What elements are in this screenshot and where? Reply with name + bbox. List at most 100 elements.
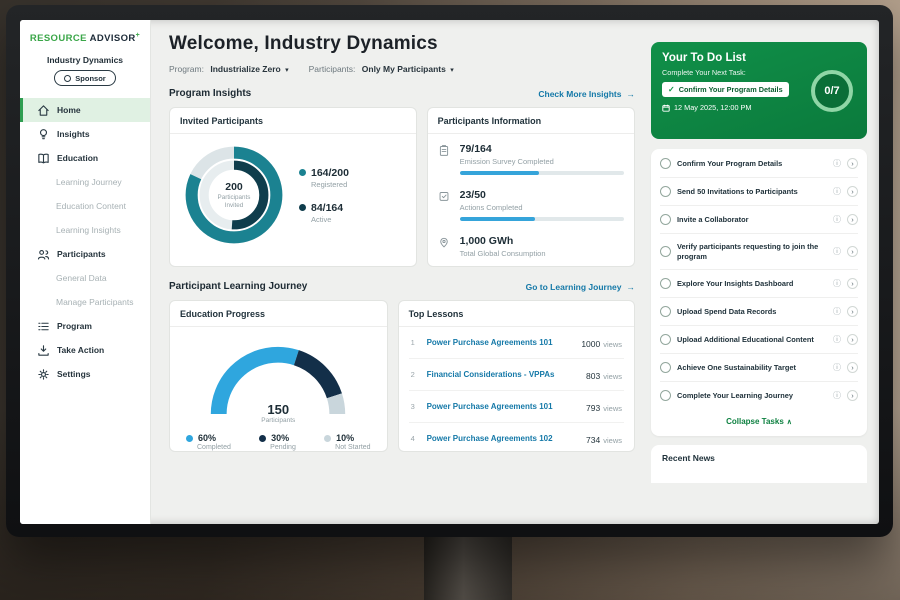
- task-checkbox[interactable]: [660, 362, 671, 374]
- sidebar-item-program[interactable]: Program: [20, 314, 150, 338]
- sidebar-item-label: Manage Participants: [56, 297, 134, 308]
- sidebar-item-label: Learning Insights: [56, 225, 121, 236]
- info-icon[interactable]: ⓘ: [833, 363, 841, 373]
- sidebar-item-label: Settings: [57, 369, 91, 380]
- chevron-right-icon[interactable]: ›: [847, 390, 858, 402]
- sponsor-badge-label: Sponsor: [75, 73, 106, 83]
- sidebar-item-take-action[interactable]: Take Action: [20, 338, 150, 362]
- task-checkbox[interactable]: [660, 214, 671, 225]
- task-row[interactable]: Invite a Collaborator ⓘ ›: [660, 206, 858, 234]
- link-label: Go to Learning Journey: [525, 281, 622, 292]
- go-to-learning-journey-link[interactable]: Go to Learning Journey →: [526, 282, 635, 292]
- sidebar-item-insights[interactable]: Insights: [20, 122, 150, 146]
- book-icon: [36, 151, 50, 165]
- info-value: 79/164: [459, 143, 492, 155]
- task-checkbox[interactable]: [660, 186, 671, 197]
- chevron-right-icon[interactable]: ›: [847, 306, 858, 318]
- program-filter-value[interactable]: Industrialize Zero: [210, 64, 281, 74]
- task-row[interactable]: Upload Additional Educational Content ⓘ …: [660, 326, 858, 355]
- lesson-title-link[interactable]: Power Purchase Agreements 101: [426, 402, 553, 411]
- sidebar-item-education[interactable]: Education: [20, 146, 150, 170]
- task-checkbox[interactable]: [660, 158, 671, 169]
- task-row[interactable]: Confirm Your Program Details ⓘ ›: [660, 150, 858, 178]
- task-row[interactable]: Explore Your Insights Dashboard ⓘ ›: [660, 270, 858, 299]
- task-label: Complete Your Learning Journey: [677, 390, 793, 400]
- task-label: Send 50 Invitations to Participants: [677, 186, 798, 196]
- info-icon[interactable]: ⓘ: [833, 187, 841, 196]
- legend-value: 84/164: [311, 201, 344, 214]
- chevron-right-icon[interactable]: ›: [847, 334, 858, 346]
- lesson-rank: 2: [410, 370, 415, 379]
- participants-filter-value[interactable]: Only My Participants: [361, 64, 446, 74]
- info-icon[interactable]: ⓘ: [833, 159, 841, 168]
- task-checkbox[interactable]: [660, 306, 671, 318]
- sponsor-badge[interactable]: Sponsor: [54, 70, 116, 87]
- chevron-right-icon[interactable]: ›: [847, 214, 858, 225]
- program-filter[interactable]: Program: Industrialize Zero ▾: [169, 64, 289, 74]
- sidebar-item-home[interactable]: Home: [20, 98, 150, 123]
- legend-item: 10% Not Started: [324, 433, 371, 451]
- task-checkbox[interactable]: [660, 334, 671, 346]
- arrow-right-icon: →: [626, 281, 636, 292]
- info-icon[interactable]: ⓘ: [833, 279, 841, 289]
- chevron-right-icon[interactable]: ›: [847, 186, 858, 197]
- card-title: Participants Information: [427, 108, 634, 134]
- task-row[interactable]: Send 50 Invitations to Participants ⓘ ›: [660, 178, 858, 206]
- todo-hero-card: Your To Do List Complete Your Next Task:…: [651, 42, 867, 139]
- task-checkbox[interactable]: [660, 278, 671, 290]
- sidebar-item-general-data[interactable]: General Data: [20, 266, 150, 290]
- lesson-views: 734: [586, 434, 601, 445]
- task-row[interactable]: Upload Spend Data Records ⓘ ›: [660, 298, 858, 327]
- sidebar-item-learning-journey[interactable]: Learning Journey: [20, 170, 150, 194]
- chevron-right-icon[interactable]: ›: [847, 246, 858, 258]
- gauge-center-label: Participants: [261, 417, 296, 424]
- task-row[interactable]: Verify participants requesting to join t…: [660, 234, 858, 271]
- next-task-chip[interactable]: ✓ Confirm Your Program Details: [662, 82, 789, 97]
- legend-item: 164/200 Registered: [299, 167, 349, 189]
- chevron-right-icon[interactable]: ›: [847, 278, 858, 290]
- card-title: Top Lessons: [398, 301, 634, 327]
- legend-value: 10%: [336, 433, 355, 443]
- task-checkbox[interactable]: [660, 390, 671, 402]
- section-title: Participant Learning Journey: [169, 281, 308, 292]
- info-icon[interactable]: ⓘ: [833, 247, 841, 257]
- sidebar-item-manage-participants[interactable]: Manage Participants: [20, 290, 150, 314]
- task-checkbox[interactable]: [660, 246, 671, 258]
- info-icon[interactable]: ⓘ: [833, 307, 841, 317]
- chevron-right-icon[interactable]: ›: [847, 362, 858, 374]
- info-label: Actions Completed: [459, 203, 523, 212]
- sidebar-item-participants[interactable]: Participants: [20, 242, 150, 266]
- check-more-insights-link[interactable]: Check More Insights →: [538, 89, 635, 99]
- sidebar-item-label: Learning Journey: [56, 177, 122, 188]
- task-row[interactable]: Achieve One Sustainability Target ⓘ ›: [660, 354, 858, 383]
- sidebar-item-learning-insights[interactable]: Learning Insights: [20, 218, 150, 242]
- clipboard-icon: [438, 143, 451, 175]
- info-icon[interactable]: ⓘ: [833, 215, 841, 224]
- sidebar-item-label: Home: [57, 105, 81, 116]
- sidebar: RESOURCE ADVISOR+ Industry Dynamics Spon…: [20, 20, 151, 524]
- info-icon[interactable]: ⓘ: [833, 335, 841, 345]
- lesson-views: 793: [586, 402, 601, 413]
- sidebar-item-label: Participants: [57, 249, 106, 260]
- sidebar-item-settings[interactable]: Settings: [20, 362, 150, 386]
- lesson-title-link[interactable]: Power Purchase Agreements 102: [426, 434, 553, 443]
- lesson-title-link[interactable]: Financial Considerations - VPPAs: [426, 370, 555, 379]
- lesson-title-link[interactable]: Power Purchase Agreements 101: [426, 338, 553, 347]
- task-row[interactable]: Complete Your Learning Journey ⓘ ›: [660, 382, 858, 409]
- collapse-tasks-button[interactable]: Collapse Tasks ∧: [660, 409, 858, 435]
- recent-news-header[interactable]: Recent News: [651, 445, 867, 484]
- chevron-up-icon: ∧: [786, 419, 792, 427]
- sidebar-item-education-content[interactable]: Education Content: [20, 194, 150, 218]
- progress-bar: [459, 171, 624, 175]
- top-lessons-card: Top Lessons 1 Power Purchase Agreements …: [397, 300, 635, 452]
- info-icon[interactable]: ⓘ: [833, 391, 841, 401]
- insights-cards: Invited Participants 200: [169, 107, 635, 267]
- participants-filter[interactable]: Participants: Only My Participants ▾: [309, 64, 454, 74]
- check-icon: ✓: [668, 85, 675, 94]
- lesson-views-unit: views: [603, 371, 622, 381]
- chevron-right-icon[interactable]: ›: [847, 158, 858, 169]
- org-name: Industry Dynamics: [46, 55, 124, 66]
- sidebar-item-label: Education: [57, 153, 99, 164]
- next-task-label: Confirm Your Program Details: [678, 85, 783, 94]
- section-title: Program Insights: [169, 88, 252, 99]
